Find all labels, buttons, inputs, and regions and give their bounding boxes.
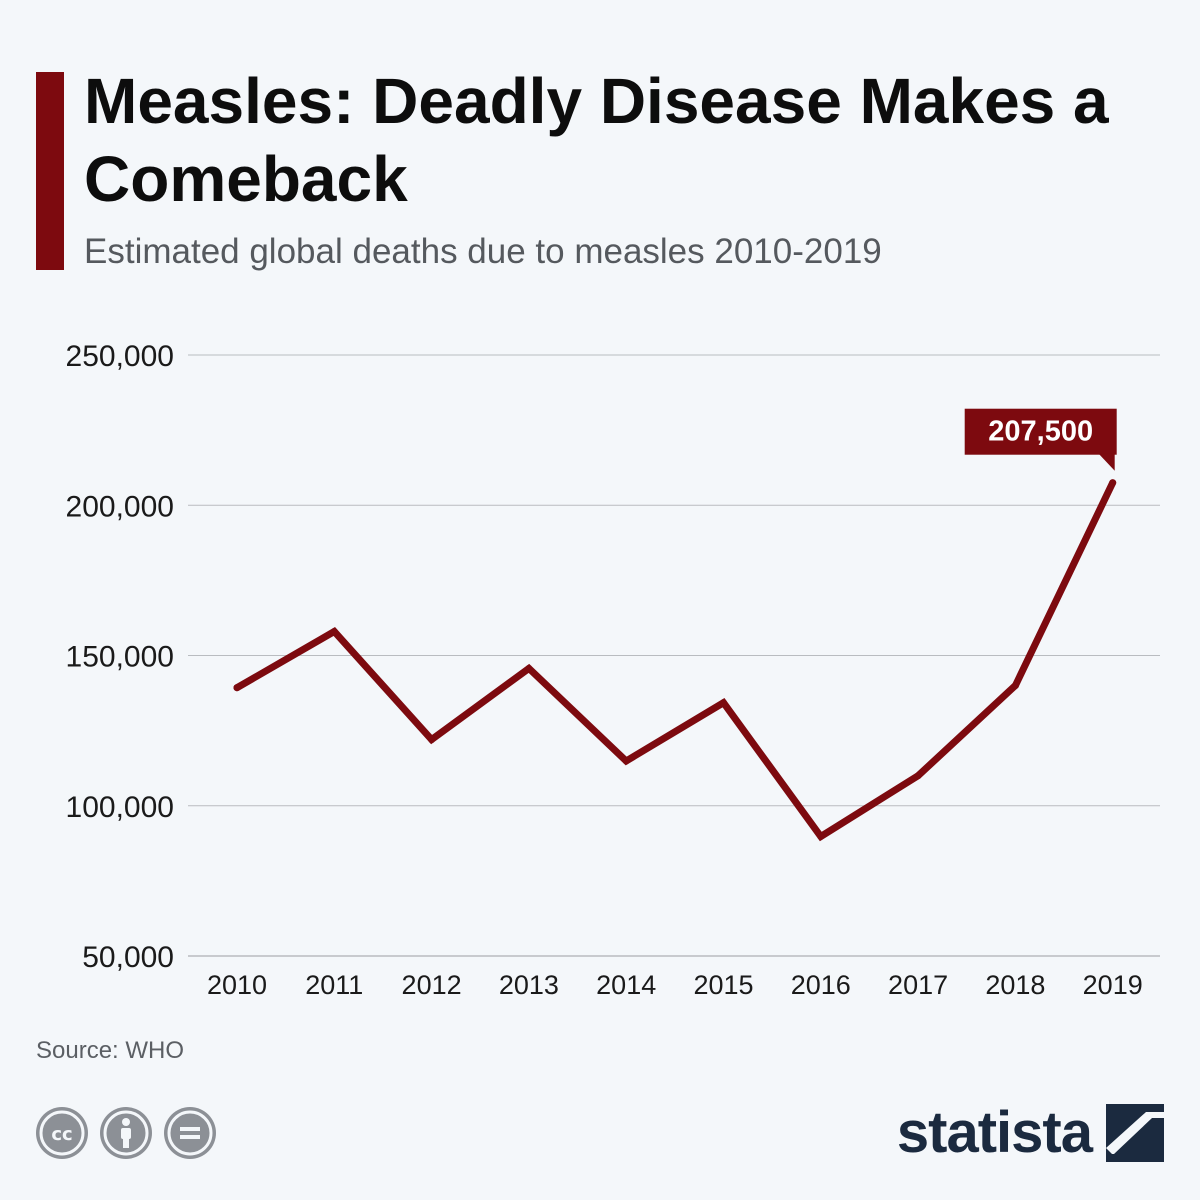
brand-name: statista — [896, 1100, 1093, 1165]
x-tick-label: 2018 — [985, 970, 1045, 1000]
data-point — [330, 627, 338, 635]
series-line — [233, 479, 1117, 842]
data-point — [233, 684, 241, 692]
x-tick-label: 2016 — [791, 970, 851, 1000]
license-icons: cc — [36, 1107, 216, 1159]
callout-pointer — [1098, 453, 1115, 471]
y-tick-label: 250,000 — [66, 340, 174, 373]
x-tick-label: 2012 — [402, 970, 462, 1000]
x-tick-label: 2019 — [1083, 970, 1143, 1000]
statista-logo-icon — [1106, 1104, 1164, 1162]
data-point — [817, 832, 825, 840]
data-point — [428, 736, 436, 744]
callout-box — [964, 408, 1117, 455]
data-point — [525, 664, 533, 672]
title-accent-bar — [36, 72, 64, 270]
x-tick-label: 2010 — [207, 970, 267, 1000]
cc-icon[interactable]: cc — [36, 1107, 88, 1159]
chart-subtitle: Estimated global deaths due to measles 2… — [84, 232, 882, 271]
data-point — [720, 699, 727, 707]
y-tick-label: 150,000 — [66, 641, 174, 674]
data-point — [1109, 479, 1117, 487]
source-note: Source: WHO — [36, 1037, 185, 1064]
data-point — [622, 757, 630, 765]
x-tick-label: 2013 — [499, 970, 559, 1000]
callout-label: 207,500 — [988, 416, 1093, 448]
y-tick-label: 100,000 — [66, 791, 174, 824]
data-point — [1011, 682, 1019, 690]
no-derivatives-icon[interactable] — [164, 1107, 216, 1159]
attribution-icon[interactable] — [100, 1107, 152, 1159]
x-tick-label: 2011 — [305, 970, 363, 1000]
x-tick-label: 2015 — [693, 970, 753, 1000]
x-tick-label: 2014 — [596, 970, 656, 1000]
y-tick-label: 200,000 — [66, 490, 174, 523]
y-tick-label: 50,000 — [82, 941, 174, 974]
data-point — [914, 772, 922, 780]
statista-logo[interactable]: statista — [897, 1098, 1164, 1168]
svg-text:cc: cc — [51, 1124, 72, 1145]
x-tick-label: 2017 — [888, 970, 948, 1000]
chart-title: Measles: Deadly Disease Makes a Comeback — [84, 65, 1109, 215]
